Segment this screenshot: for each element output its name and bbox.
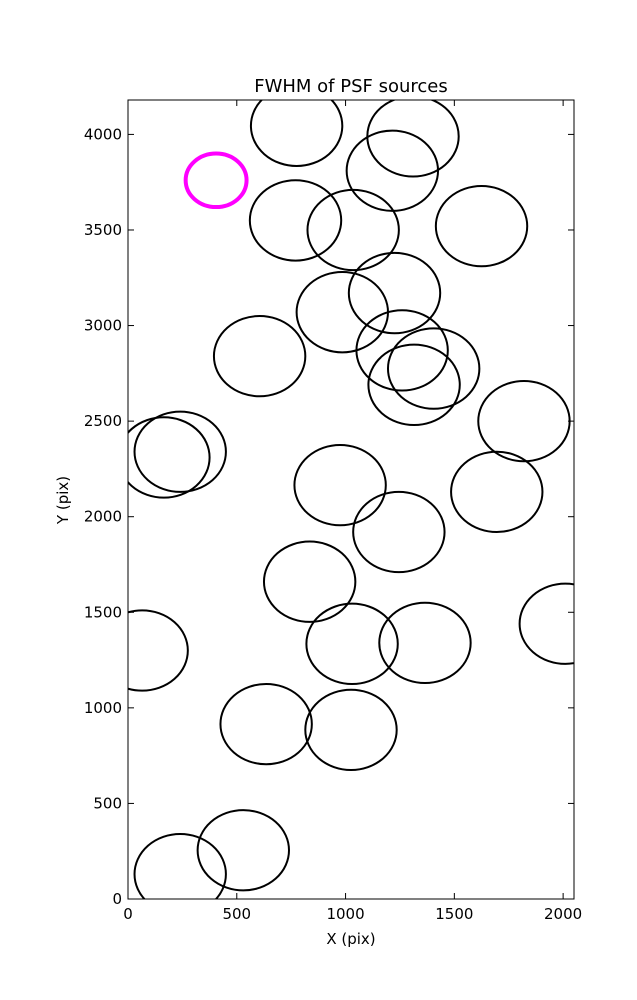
y-axis-label: Y (pix)	[54, 476, 72, 525]
x-tick-label: 500	[222, 905, 251, 923]
psf-source-circle	[128, 609, 189, 692]
psf-source-circle	[450, 450, 544, 533]
psf-source-circle	[518, 582, 574, 665]
psf-source-circle	[212, 314, 307, 398]
psf-source-circle	[304, 688, 398, 771]
psf-source-circle	[477, 379, 571, 463]
highlighted-source-circle	[183, 151, 249, 210]
psf-source-circle	[355, 309, 449, 392]
x-tick-label: 2000	[544, 905, 582, 923]
psf-source-circle	[128, 416, 211, 499]
psf-source-circle	[133, 833, 227, 899]
x-tick-label: 1000	[326, 905, 364, 923]
y-tick-label: 3000	[84, 317, 122, 335]
psf-source-circle	[219, 682, 313, 766]
psf-source-circle	[306, 188, 400, 272]
x-axis-label: X (pix)	[326, 930, 375, 948]
chart-title: FWHM of PSF sources	[254, 76, 448, 97]
y-tick-label: 3500	[84, 221, 122, 239]
y-axis: 0 500 1000 1500 2000 2500 3000 3500 4000	[84, 125, 574, 908]
y-tick-label: 4000	[84, 125, 122, 143]
plot-frame	[127, 99, 575, 900]
psf-source-circle	[345, 129, 440, 212]
psf-source-circle	[378, 601, 472, 685]
y-tick-label: 2000	[84, 508, 122, 526]
psf-source-circle	[347, 251, 442, 335]
psf-source-circle	[196, 809, 290, 892]
y-tick-label: 0	[112, 890, 122, 908]
psf-source-circle	[248, 179, 343, 262]
data-layer	[128, 100, 574, 899]
psf-source-circle	[352, 490, 446, 574]
x-tick-label: 1500	[435, 905, 473, 923]
psf-source-circle	[386, 327, 481, 410]
psf-source-circle	[367, 343, 461, 426]
psf-source-circle	[295, 271, 389, 354]
y-tick-label: 500	[93, 794, 122, 812]
x-axis: 0 500 1000 1500 2000	[123, 100, 582, 923]
psf-source-circle	[293, 444, 387, 527]
psf-source-circle	[133, 410, 227, 493]
psf-source-circle	[434, 185, 529, 268]
psf-source-circle	[249, 100, 344, 167]
psf-source-circle	[262, 540, 357, 623]
x-tick-label: 0	[123, 905, 133, 923]
y-tick-label: 1000	[84, 699, 122, 717]
psf-source-circle	[305, 602, 399, 685]
y-tick-label: 2500	[84, 412, 122, 430]
y-tick-label: 1500	[84, 603, 122, 621]
psf-source-circle	[366, 100, 460, 178]
